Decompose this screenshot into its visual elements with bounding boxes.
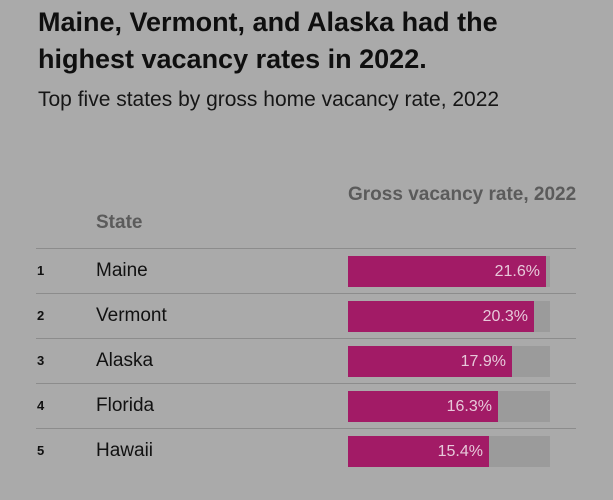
- vacancy-bar: [348, 256, 546, 287]
- vacancy-bar: [348, 436, 489, 467]
- table-row: 2 Vermont 20.3%: [36, 293, 576, 338]
- state-column-header: State: [96, 212, 143, 233]
- state-name: Florida: [96, 395, 155, 416]
- rank-label: 2: [37, 308, 45, 323]
- vacancy-table: 1 Maine 21.6% 2 Vermont 20.3% 3 Alaska 17.9% 4 Flo…: [36, 248, 576, 473]
- state-name: Alaska: [96, 350, 154, 371]
- rank-label: 3: [37, 353, 45, 368]
- state-name: Hawaii: [96, 440, 154, 461]
- bar-value-label: 16.3%: [446, 398, 492, 415]
- rank-label: 4: [37, 398, 45, 413]
- bar-track: 17.9%: [348, 346, 550, 377]
- rank-label: 5: [37, 443, 45, 458]
- vacancy-bar: [348, 391, 498, 422]
- table-row: 1 Maine 21.6%: [36, 248, 576, 293]
- bar-track: 21.6%: [348, 256, 550, 287]
- rank-label: 1: [37, 263, 45, 278]
- vacancy-rate-column-header: Gross vacancy rate, 2022: [348, 184, 577, 205]
- table-row: 3 Alaska 17.9%: [36, 338, 576, 383]
- table-row: 4 Florida 16.3%: [36, 383, 576, 428]
- chart-subtitle: Top five states by gross home vacancy ra…: [38, 88, 500, 111]
- bar-value-label: 15.4%: [437, 443, 483, 460]
- table-row: 5 Hawaii 15.4%: [36, 428, 576, 473]
- vacancy-bar: [348, 346, 512, 377]
- state-name: Vermont: [96, 305, 167, 326]
- chart-title: Maine, Vermont, and Alaska had the highe…: [38, 7, 498, 74]
- bar-track: 15.4%: [348, 436, 550, 467]
- bar-value-label: 20.3%: [482, 308, 528, 325]
- vacancy-bar: [348, 301, 534, 332]
- bar-value-label: 21.6%: [494, 263, 540, 280]
- bar-track: 16.3%: [348, 391, 550, 422]
- bar-track: 20.3%: [348, 301, 550, 332]
- bar-value-label: 17.9%: [460, 353, 506, 370]
- state-name: Maine: [96, 260, 148, 281]
